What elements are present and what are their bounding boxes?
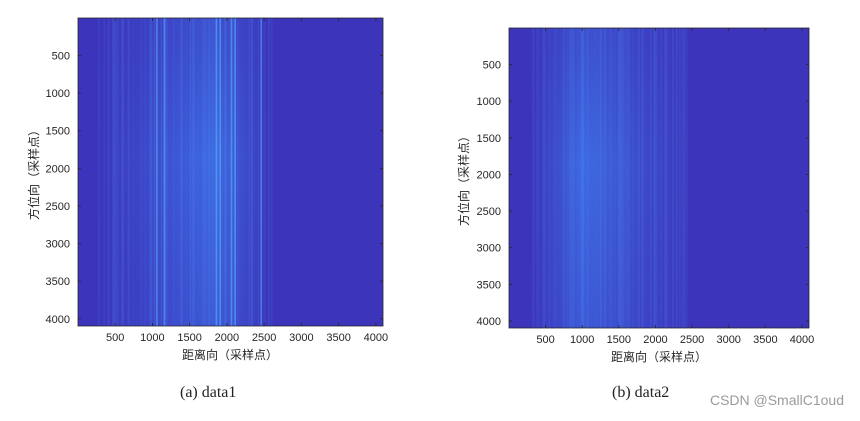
bright-streak-a-4 (230, 18, 233, 326)
y-tick-label-a-0: 500 (52, 51, 70, 63)
y-tick-label-b-5: 3000 (477, 243, 501, 255)
watermark: CSDN @SmallC1oud (709, 392, 844, 408)
y-tick-label-b-6: 3500 (477, 279, 501, 291)
y-tick-label-b-3: 2000 (477, 169, 501, 181)
axes-box-a (77, 17, 384, 327)
x-tick-label-b-7: 4000 (790, 334, 814, 346)
x-tick-label-b-4: 2500 (680, 334, 704, 346)
x-axis-label-b: 距离向（采样点） (611, 349, 707, 364)
y-tick-label-a-5: 3000 (46, 239, 70, 251)
y-tick-label-a-3: 2000 (46, 163, 70, 175)
bright-streak-a-5 (234, 18, 236, 326)
x-tick-label-a-2: 1500 (177, 332, 201, 344)
x-tick-label-b-1: 1000 (570, 334, 594, 346)
x-tick-label-b-3: 2000 (643, 334, 667, 346)
bright-streak-a-2 (215, 18, 218, 326)
x-tick-label-b-0: 500 (536, 334, 554, 346)
heatmap-texture-b (532, 28, 688, 328)
y-tick-label-a-4: 2500 (46, 201, 70, 213)
y-tick-label-b-4: 2500 (477, 206, 501, 218)
heatmap-bright-region-b (509, 28, 809, 328)
y-tick-label-b-7: 4000 (477, 316, 501, 328)
bright-streak-a-3 (219, 18, 222, 326)
y-tick-label-a-2: 1500 (46, 126, 70, 138)
heatmap-bright-region-a (78, 18, 383, 326)
x-tick-label-a-7: 4000 (364, 332, 388, 344)
bright-streak-a-6 (260, 18, 263, 326)
x-tick-label-a-4: 2500 (252, 332, 276, 344)
bright-streak-a-1 (163, 18, 166, 326)
y-axis-label-b: 方位向（采样点） (456, 130, 471, 226)
y-tick-label-a-6: 3500 (46, 276, 70, 288)
y-tick-label-b-1: 1000 (477, 96, 501, 108)
y-tick-label-b-0: 500 (483, 60, 501, 72)
caption-a: (a) data1 (180, 384, 237, 401)
x-tick-label-b-6: 3500 (753, 334, 777, 346)
x-tick-label-a-0: 500 (106, 332, 124, 344)
x-tick-label-a-6: 3500 (326, 332, 350, 344)
x-tick-label-a-5: 3000 (289, 332, 313, 344)
x-tick-label-a-1: 1000 (140, 332, 164, 344)
caption-b: (b) data2 (612, 384, 670, 401)
y-axis-label-a: 方位向（采样点） (26, 124, 41, 220)
x-tick-label-b-2: 1500 (607, 334, 631, 346)
x-axis-label-a: 距离向（采样点） (182, 347, 278, 362)
bright-streak-a-0 (156, 18, 158, 326)
x-tick-label-a-3: 2000 (215, 332, 239, 344)
axes-box-b (508, 27, 810, 329)
x-tick-label-b-5: 3000 (716, 334, 740, 346)
y-tick-label-a-7: 4000 (46, 314, 70, 326)
y-tick-label-a-1: 1000 (46, 88, 70, 100)
y-tick-label-b-2: 1500 (477, 133, 501, 145)
